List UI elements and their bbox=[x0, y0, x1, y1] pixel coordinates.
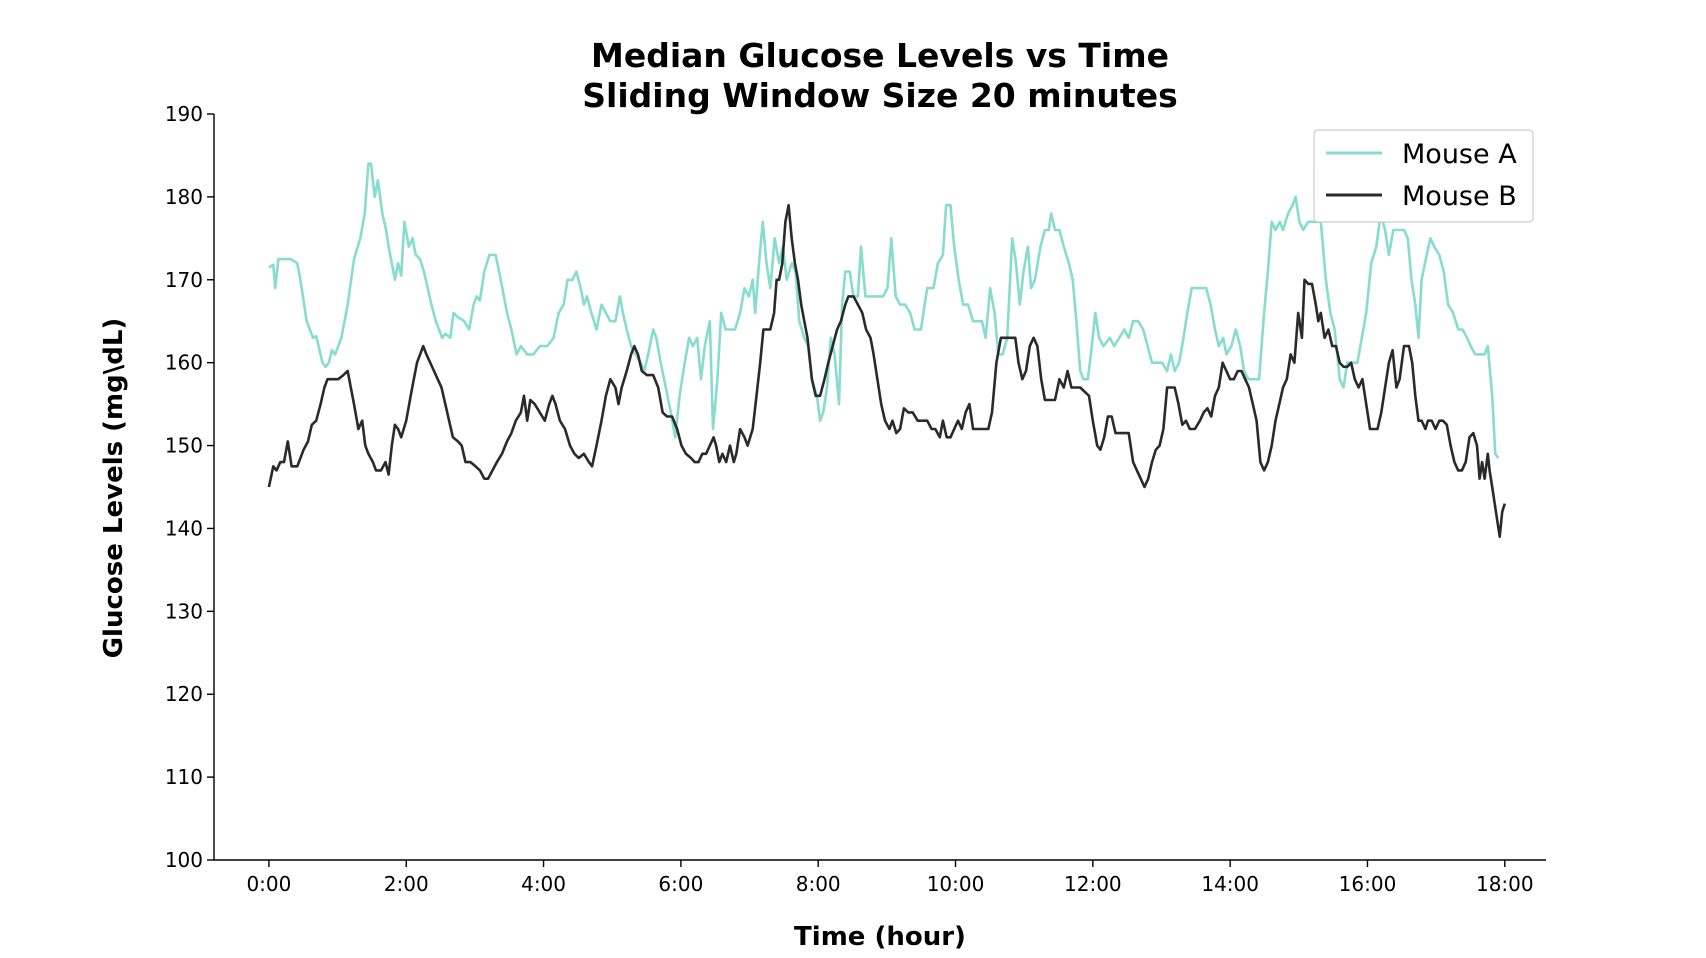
y-tick-label: 120 bbox=[165, 682, 203, 706]
chart-title-line-1: Median Glucose Levels vs Time bbox=[591, 36, 1169, 75]
y-tick-label: 110 bbox=[165, 765, 203, 789]
x-axis-label: Time (hour) bbox=[794, 922, 966, 952]
x-tick-label: 10:00 bbox=[927, 872, 985, 896]
y-tick-label: 160 bbox=[165, 351, 203, 375]
series-layer bbox=[267, 162, 1507, 538]
x-tick-label: 4:00 bbox=[521, 872, 566, 896]
x-tick-label: 16:00 bbox=[1339, 872, 1397, 896]
y-tick-label: 190 bbox=[165, 102, 203, 126]
y-tick-label: 140 bbox=[165, 516, 203, 540]
series-line-mouse-a bbox=[268, 162, 1500, 459]
series-line-mouse-b bbox=[267, 203, 1507, 538]
x-tick-label: 6:00 bbox=[658, 872, 703, 896]
y-tick-label: 130 bbox=[165, 599, 203, 623]
y-tick-label: 100 bbox=[165, 848, 203, 872]
legend-label-mouse-a: Mouse A bbox=[1402, 139, 1517, 170]
x-tick-label: 8:00 bbox=[796, 872, 841, 896]
x-tick-label: 12:00 bbox=[1064, 872, 1122, 896]
x-tick-label: 18:00 bbox=[1476, 872, 1534, 896]
y-ticks: 100 110 120 130 140 150 160 170 180 190 bbox=[165, 102, 214, 872]
chart-title-line-2: Sliding Window Size 20 minutes bbox=[582, 76, 1177, 115]
legend: Mouse A Mouse B bbox=[1313, 129, 1534, 223]
y-axis-label: Glucose Levels (mg\dL) bbox=[99, 318, 129, 659]
y-tick-label: 150 bbox=[165, 434, 203, 458]
x-tick-label: 14:00 bbox=[1201, 872, 1259, 896]
y-tick-label: 180 bbox=[165, 185, 203, 209]
x-ticks: 0:00 2:00 4:00 6:00 8:00 10:00 12:00 14:00 16:00… bbox=[246, 860, 1534, 896]
x-tick-label: 2:00 bbox=[384, 872, 429, 896]
x-tick-label: 0:00 bbox=[246, 872, 291, 896]
legend-label-mouse-b: Mouse B bbox=[1402, 181, 1517, 212]
y-tick-label: 170 bbox=[165, 268, 203, 292]
